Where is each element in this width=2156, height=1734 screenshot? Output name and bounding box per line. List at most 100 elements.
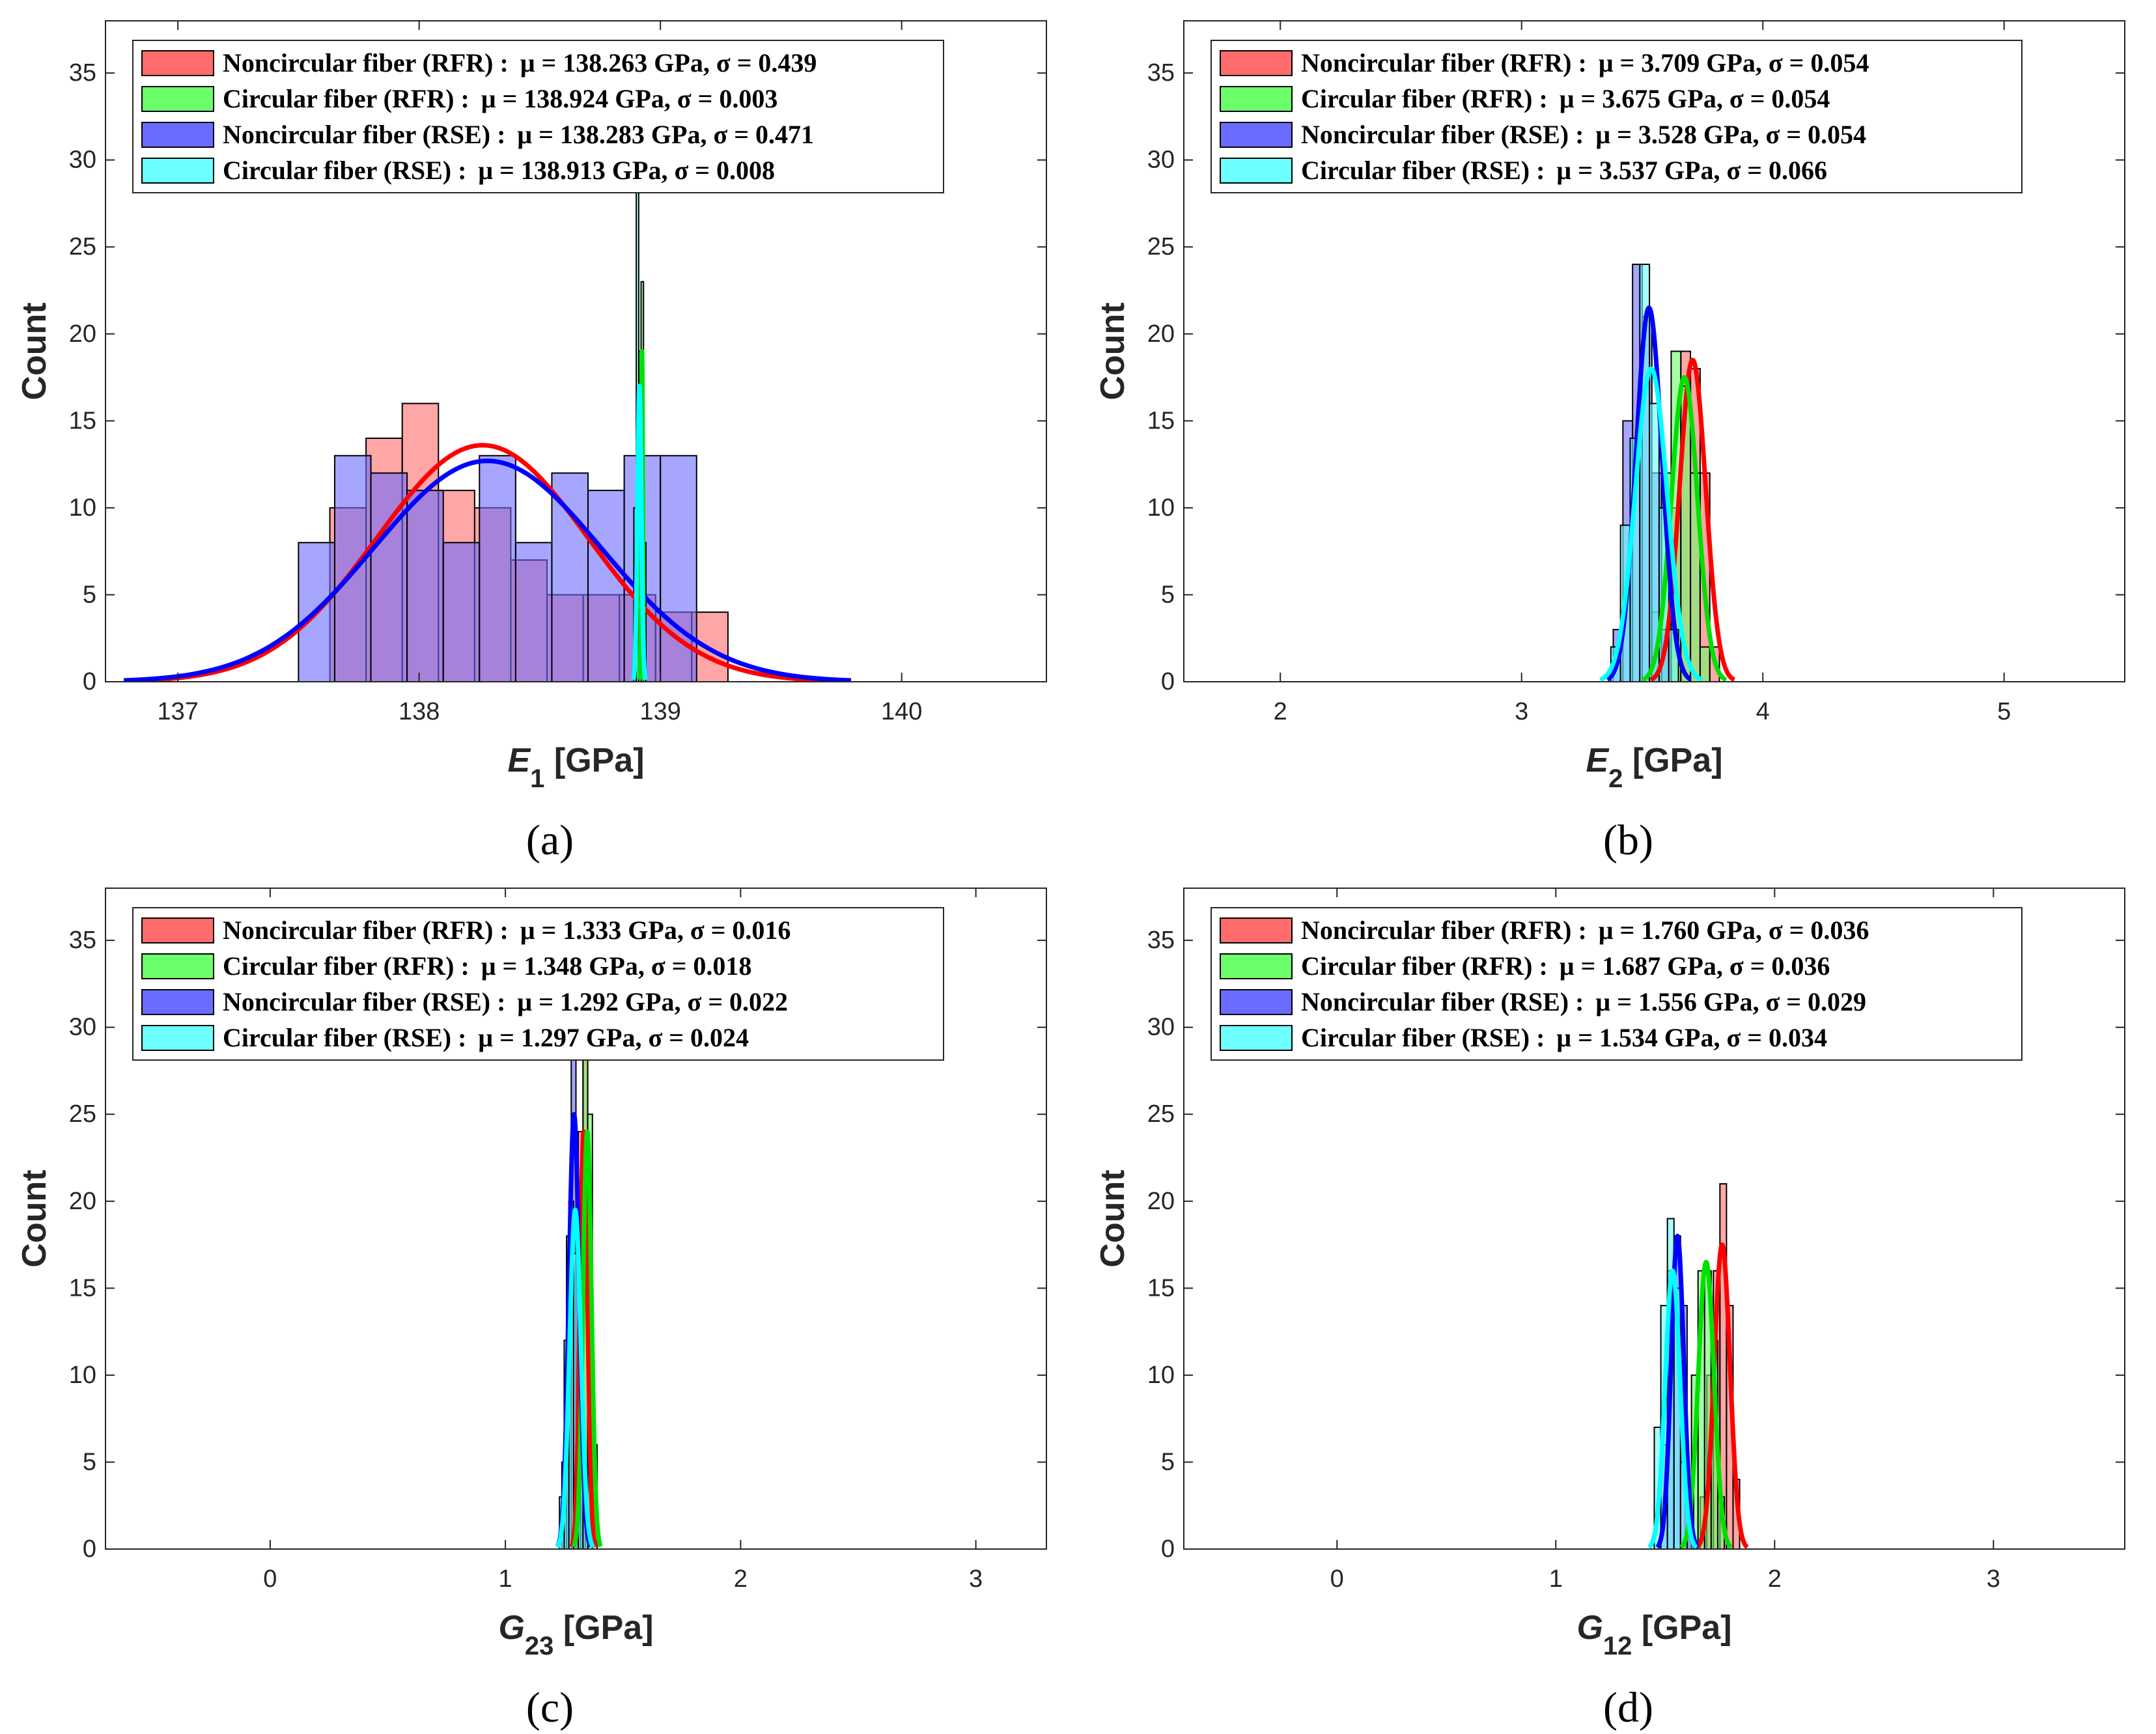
- y-tick-label: 30: [1147, 147, 1175, 174]
- y-tick-label: 0: [83, 668, 96, 695]
- y-tick-label: 5: [1161, 1448, 1175, 1475]
- axes-box: [105, 20, 1047, 682]
- y-tick-label: 25: [1147, 1100, 1175, 1128]
- legend-entry: Circular fiber (RFR) : μ = 1.687 GPa, σ =…: [1301, 951, 1830, 981]
- legend-box: [132, 40, 944, 193]
- legend-label: Circular fiber (RFR) :: [1301, 951, 1548, 981]
- legend-entry: Noncircular fiber (RFR) : μ = 138.263 GPa…: [223, 48, 817, 77]
- y-tick-label: 15: [69, 407, 96, 434]
- legend-swatch: [141, 953, 214, 979]
- legend-stats: μ = 1.760 GPa, σ = 0.036: [1599, 916, 1869, 945]
- legend-label: Noncircular fiber (RSE) :: [223, 120, 505, 149]
- legend-label: Noncircular fiber (RSE) :: [1301, 987, 1584, 1016]
- histogram-bar: [406, 490, 444, 682]
- plot-area: [1647, 1183, 1750, 1549]
- y-tick-label: 35: [69, 927, 96, 954]
- y-tick-label: 30: [69, 1014, 96, 1041]
- y-tick-label: 25: [69, 233, 96, 260]
- fit-curve: [569, 1129, 598, 1549]
- legend-stats: μ = 1.348 GPa, σ = 0.018: [481, 951, 752, 981]
- y-tick-label: 30: [69, 147, 96, 174]
- x-axis-symbol: E: [507, 742, 531, 779]
- x-axis-symbol: E: [1586, 742, 1609, 779]
- x-tick-label: 3: [969, 1565, 983, 1593]
- fit-curve: [1640, 375, 1728, 682]
- y-tick-label: 20: [69, 1188, 96, 1215]
- x-axis-subscript: 23: [525, 1632, 554, 1660]
- x-tick-label: 2: [1274, 698, 1287, 725]
- legend-stats: μ = 3.675 GPa, σ = 0.054: [1560, 84, 1830, 113]
- fit-curve: [1598, 366, 1704, 682]
- panel-caption: (d): [1603, 1684, 1653, 1731]
- chart-panel-a: 0 5 10 15 20 25 30 35 137 138 139 140 Count E1 [GPa] (…: [16, 20, 1047, 864]
- legend-label: Circular fiber (RFR) :: [223, 84, 469, 113]
- y-tick-label: 20: [1147, 320, 1175, 348]
- y-tick-label: 25: [69, 1100, 96, 1128]
- legend-box: [1211, 40, 2023, 193]
- y-tick-label: 0: [1161, 1535, 1175, 1563]
- legend: Noncircular fiber (RFR) : μ = 1.760 GPa, …: [1211, 907, 2023, 1061]
- x-tick-label: 2: [1768, 1565, 1782, 1593]
- x-tick-label: 3: [1515, 698, 1528, 725]
- x-tick-label: 1: [1549, 1565, 1563, 1593]
- legend-entry: Noncircular fiber (RSE) : μ = 1.292 GPa, …: [223, 987, 788, 1016]
- legend-box: [1211, 907, 2023, 1061]
- x-tick-label: 139: [639, 698, 680, 725]
- legend-entry: Circular fiber (RFR) : μ = 1.348 GPa, σ =…: [223, 951, 751, 981]
- legend-swatch: [1220, 953, 1293, 979]
- legend-swatch: [141, 122, 214, 148]
- y-axis-label: Count: [1094, 302, 1132, 400]
- x-axis-label: G23 [GPa]: [498, 1609, 653, 1660]
- legend-swatch: [141, 50, 214, 76]
- plot-area: [123, 176, 852, 682]
- x-axis-symbol: G: [1576, 1609, 1603, 1647]
- y-tick-label: 35: [1147, 927, 1175, 954]
- fit-curve: [143, 443, 822, 682]
- fit-curve: [1605, 305, 1693, 682]
- legend-swatch: [1220, 50, 1293, 76]
- legend: Noncircular fiber (RFR) : μ = 138.263 GPa…: [132, 40, 944, 193]
- y-tick-label: 0: [83, 1535, 96, 1563]
- x-axis-subscript: 2: [1608, 764, 1623, 793]
- x-axis-label: G12 [GPa]: [1576, 1609, 1731, 1660]
- legend-swatch: [1220, 122, 1293, 148]
- fit-curve: [555, 1207, 596, 1549]
- x-tick-label: 137: [157, 698, 198, 725]
- legend-stats: μ = 1.292 GPa, σ = 0.022: [517, 987, 788, 1016]
- fit-curve: [571, 1129, 603, 1549]
- x-axis-unit: [GPa]: [1623, 742, 1722, 779]
- y-tick-label: 30: [1147, 1014, 1175, 1041]
- legend-swatch: [141, 989, 214, 1015]
- histogram-bar: [1699, 646, 1711, 682]
- histogram-bar: [587, 490, 625, 682]
- fit-curve: [1647, 1268, 1699, 1549]
- legend-label: Circular fiber (RSE) :: [1301, 1023, 1545, 1052]
- legend-swatch: [141, 158, 214, 184]
- x-axis-symbol: G: [498, 1609, 524, 1647]
- x-axis-label: E2 [GPa]: [1586, 742, 1722, 793]
- legend-entry: Circular fiber (RSE) : μ = 3.537 GPa, σ =…: [1301, 156, 1827, 185]
- legend-stats: μ = 1.556 GPa, σ = 0.029: [1595, 987, 1866, 1016]
- x-tick-label: 140: [881, 698, 922, 725]
- y-tick-label: 10: [1147, 1362, 1175, 1389]
- legend: Noncircular fiber (RFR) : μ = 3.709 GPa, …: [1211, 40, 2023, 193]
- legend-label: Circular fiber (RSE) :: [223, 156, 466, 185]
- legend-entry: Noncircular fiber (RFR) : μ = 1.333 GPa, …: [223, 916, 791, 945]
- x-axis-unit: [GPa]: [1632, 1609, 1731, 1647]
- fit-curve: [1649, 357, 1737, 682]
- legend-label: Noncircular fiber (RFR) :: [1301, 916, 1587, 945]
- plot-area: [555, 1026, 603, 1549]
- legend-stats: μ = 1.534 GPa, σ = 0.034: [1556, 1023, 1827, 1052]
- axes-box: [1183, 20, 2125, 682]
- legend-stats: μ = 1.687 GPa, σ = 0.036: [1560, 951, 1830, 981]
- plot-area: [1598, 263, 1737, 682]
- fit-curve: [1694, 1242, 1750, 1549]
- legend-stats: μ = 138.924 GPa, σ = 0.003: [481, 84, 778, 113]
- legend-stats: μ = 3.528 GPa, σ = 0.054: [1595, 120, 1866, 149]
- x-tick-label: 0: [263, 1565, 277, 1593]
- legend-entry: Noncircular fiber (RSE) : μ = 1.556 GPa, …: [1301, 987, 1866, 1016]
- y-axis-label: Count: [16, 302, 53, 400]
- y-axis-label: Count: [1094, 1169, 1132, 1267]
- fit-curve: [631, 384, 648, 682]
- histogram-bar: [479, 454, 516, 682]
